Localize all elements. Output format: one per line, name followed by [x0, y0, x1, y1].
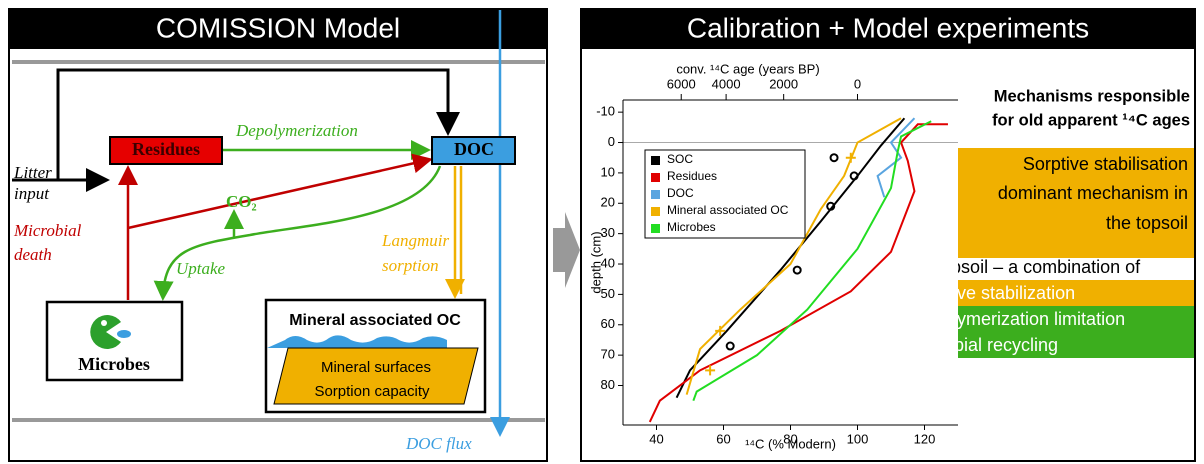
legend-label: Residues — [667, 169, 717, 183]
x-tick-label: 100 — [847, 431, 869, 446]
uptake-label: Uptake — [176, 259, 226, 278]
x2-tick-label: 4000 — [712, 76, 741, 91]
panel-title: Calibration + Model experiments — [687, 12, 1089, 43]
x-tick-label: 40 — [649, 431, 663, 446]
death-label: death — [14, 245, 52, 264]
doc-particle — [117, 330, 131, 338]
topsoil-text: dominant mechanism in — [998, 183, 1188, 203]
legend-label: Mineral associated OC — [667, 203, 789, 217]
legend-label: DOC — [667, 186, 694, 200]
legend-swatch — [651, 207, 660, 216]
y-axis-label: depth (cm) — [588, 231, 603, 293]
co2-label: CO₂ — [226, 192, 257, 211]
death-label: Microbial — [13, 221, 82, 240]
y-tick-label: 0 — [608, 134, 615, 149]
topsoil-text: Sorptive stabilisation — [1023, 154, 1188, 174]
y-tick-label: 60 — [601, 316, 615, 331]
y-tick-label: 80 — [601, 377, 615, 392]
legend-label: SOC — [667, 152, 693, 166]
litter-label: input — [14, 184, 50, 203]
experiment-panel: Calibration + Model experiments Mechanis… — [581, 9, 1195, 461]
model-panel: COMISSION Model Residues DOC Litter inpu… — [9, 9, 547, 461]
legend-swatch — [651, 190, 660, 199]
microbes-label: Microbes — [78, 354, 150, 374]
doc-label: DOC — [454, 139, 494, 159]
sorption-label: sorption — [382, 256, 439, 275]
sorption-label: Langmuir — [381, 231, 449, 250]
x2-axis-label: conv. ¹⁴C age (years BP) — [676, 61, 819, 76]
legend-label: Microbes — [667, 220, 716, 234]
panel-title: COMISSION Model — [156, 12, 400, 43]
mineral-text: Sorption capacity — [314, 383, 430, 400]
mineral-title: Mineral associated OC — [289, 312, 461, 329]
y-tick-label: 20 — [601, 195, 615, 210]
x2-tick-label: 2000 — [769, 76, 798, 91]
legend-swatch — [651, 156, 660, 165]
y-tick-label: 70 — [601, 347, 615, 362]
x2-tick-label: 0 — [854, 76, 861, 91]
topsoil-text: the topsoil — [1106, 213, 1188, 233]
depolymerization-label: Depolymerization — [235, 121, 358, 140]
doc-flux-label: DOC flux — [405, 434, 472, 453]
flow-arrow — [553, 212, 580, 288]
residues-label: Residues — [132, 139, 200, 159]
litter-label: Litter — [13, 163, 52, 182]
y-tick-label: 10 — [601, 164, 615, 179]
microbe-eye — [101, 320, 107, 326]
y-tick-label: -10 — [596, 104, 615, 119]
x-tick-label: 60 — [716, 431, 730, 446]
legend-swatch — [651, 173, 660, 182]
x-axis-label: ¹⁴C (% Modern) — [745, 436, 836, 451]
legend-swatch — [651, 224, 660, 233]
figure: COMISSION Model Residues DOC Litter inpu… — [0, 0, 1204, 464]
mineral-text: Mineral surfaces — [321, 359, 431, 376]
mechanisms-heading: for old apparent ¹⁴C ages — [992, 111, 1190, 129]
mechanisms-heading: Mechanisms responsible — [994, 87, 1190, 105]
x-tick-label: 120 — [914, 431, 936, 446]
x2-tick-label: 6000 — [667, 76, 696, 91]
